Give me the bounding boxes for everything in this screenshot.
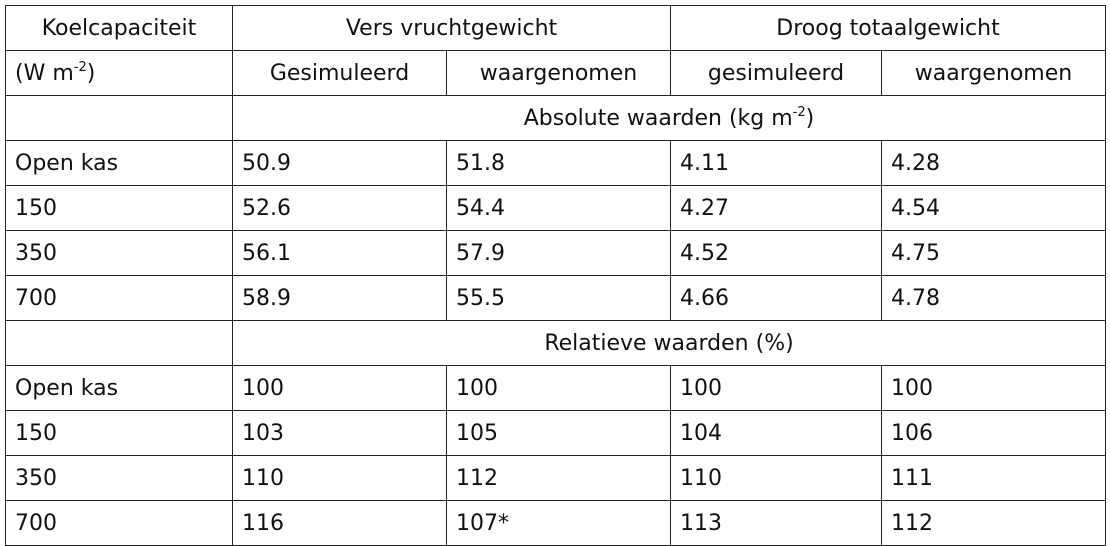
absolute-prefix: Absolute waarden (kg m — [523, 105, 793, 131]
table-cell: 110 — [232, 455, 447, 501]
table-cell: 111 — [881, 455, 1106, 501]
table-row: Open kas 50.9 51.8 4.11 4.28 — [5, 140, 1106, 186]
subheader-vers-gesimuleerd: Gesimuleerd — [232, 50, 447, 96]
table-cell: 104 — [670, 410, 882, 456]
table-row: 700 58.9 55.5 4.66 4.78 — [5, 275, 1106, 321]
table-cell: 112 — [881, 500, 1106, 546]
table-cell: 100 — [881, 365, 1106, 411]
table-cell: 103 — [232, 410, 447, 456]
row-label: 150 — [5, 410, 233, 456]
table-cell: 4.66 — [670, 275, 882, 321]
table-cell: 56.1 — [232, 230, 447, 276]
row-label: 700 — [5, 500, 233, 546]
table-cell: 113 — [670, 500, 882, 546]
table-cell: 4.75 — [881, 230, 1106, 276]
table-cell: 4.52 — [670, 230, 882, 276]
row-label: 150 — [5, 185, 233, 231]
section-label-absolute: Absolute waarden (kg m-2) — [232, 95, 1106, 141]
subheader-droog-gesimuleerd: gesimuleerd — [670, 50, 882, 96]
unit-prefix: (W m — [15, 60, 74, 86]
table-cell: 100 — [670, 365, 882, 411]
table-cell: 52.6 — [232, 185, 447, 231]
row-label: Open kas — [5, 365, 233, 411]
row-label: 350 — [5, 230, 233, 276]
table-cell: 106 — [881, 410, 1106, 456]
table-cell: 112 — [446, 455, 671, 501]
section-row-relative: Relatieve waarden (%) — [5, 320, 1106, 366]
header-vers-vruchtgewicht: Vers vruchtgewicht — [232, 5, 671, 51]
table-cell: 57.9 — [446, 230, 671, 276]
table-cell: 55.5 — [446, 275, 671, 321]
table-cell: 107* — [446, 500, 671, 546]
section-spacer — [5, 95, 233, 141]
table-row: 700 116 107* 113 112 — [5, 500, 1106, 546]
unit-cell: (W m-2) — [5, 50, 233, 96]
table-row: 150 52.6 54.4 4.27 4.54 — [5, 185, 1106, 231]
table-row: 350 110 112 110 111 — [5, 455, 1106, 501]
header-koelcapaciteit: Koelcapaciteit — [5, 5, 233, 51]
absolute-suffix: ) — [805, 105, 815, 131]
table-cell: 4.28 — [881, 140, 1106, 186]
table-cell: 50.9 — [232, 140, 447, 186]
table-cell: 105 — [446, 410, 671, 456]
subheader-vers-waargenomen: waargenomen — [446, 50, 671, 96]
row-label: 350 — [5, 455, 233, 501]
header-droog-totaalgewicht: Droog totaalgewicht — [670, 5, 1106, 51]
results-table: Koelcapaciteit Vers vruchtgewicht Droog … — [5, 5, 1106, 546]
section-row-absolute: Absolute waarden (kg m-2) — [5, 95, 1106, 141]
table-cell: 58.9 — [232, 275, 447, 321]
unit-suffix: ) — [86, 60, 96, 86]
table-cell: 100 — [232, 365, 447, 411]
row-label: 700 — [5, 275, 233, 321]
table-row: Open kas 100 100 100 100 — [5, 365, 1106, 411]
table-cell: 4.11 — [670, 140, 882, 186]
section-spacer — [5, 320, 233, 366]
table-cell: 4.27 — [670, 185, 882, 231]
subheader-droog-waargenomen: waargenomen — [881, 50, 1106, 96]
table-cell: 4.78 — [881, 275, 1106, 321]
table-cell: 100 — [446, 365, 671, 411]
header-row: Koelcapaciteit Vers vruchtgewicht Droog … — [5, 5, 1106, 51]
absolute-exponent: -2 — [792, 104, 806, 120]
section-label-relative: Relatieve waarden (%) — [232, 320, 1106, 366]
table-row: 350 56.1 57.9 4.52 4.75 — [5, 230, 1106, 276]
table-cell: 4.54 — [881, 185, 1106, 231]
table-cell: 110 — [670, 455, 882, 501]
table-cell: 51.8 — [446, 140, 671, 186]
table-row: 150 103 105 104 106 — [5, 410, 1106, 456]
table-cell: 116 — [232, 500, 447, 546]
unit-exponent: -2 — [73, 59, 87, 75]
subheader-row: (W m-2) Gesimuleerd waargenomen gesimule… — [5, 50, 1106, 96]
table-cell: 54.4 — [446, 185, 671, 231]
row-label: Open kas — [5, 140, 233, 186]
